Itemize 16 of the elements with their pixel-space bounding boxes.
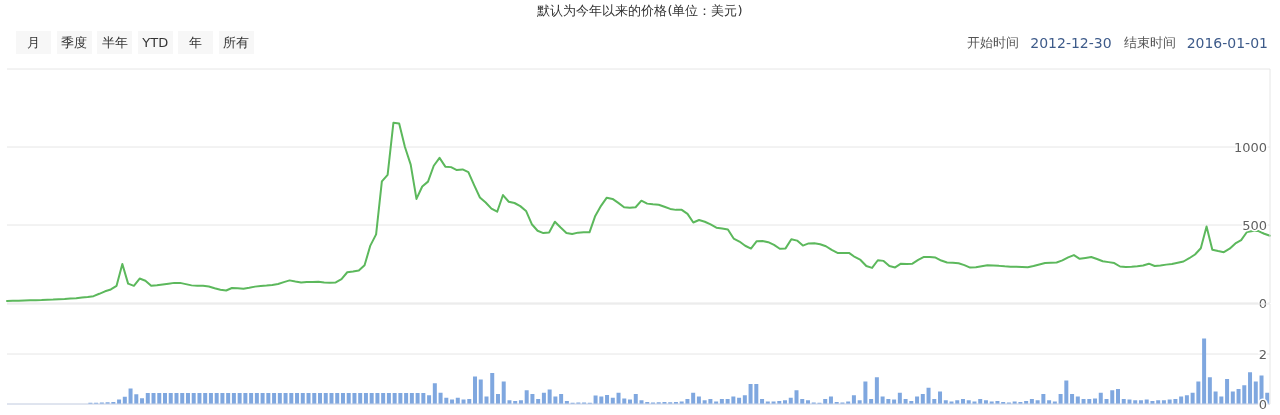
y-tick-label: 2: [1258, 346, 1267, 362]
text: 开始时间: [967, 33, 1020, 52]
y-tick-label: 0: [1258, 396, 1267, 412]
y-tick-label: 500: [1242, 217, 1267, 233]
y-tick-label: 1000: [1233, 139, 1267, 155]
y-tick-label: 0: [1258, 295, 1267, 311]
text: 2012-12-30: [1030, 34, 1112, 51]
range-button: 月: [16, 31, 51, 54]
text: 2016-01-01: [1186, 34, 1268, 51]
text: 结束时间: [1123, 33, 1176, 52]
range-button: 季度: [56, 31, 92, 54]
range-button: 半年: [97, 31, 133, 54]
range-button: YTD: [137, 31, 173, 54]
range-button: 所有: [218, 31, 254, 54]
chart-title: 默认为今年以来的价格(单位：美元): [536, 2, 744, 19]
range-button: 年: [178, 31, 214, 54]
